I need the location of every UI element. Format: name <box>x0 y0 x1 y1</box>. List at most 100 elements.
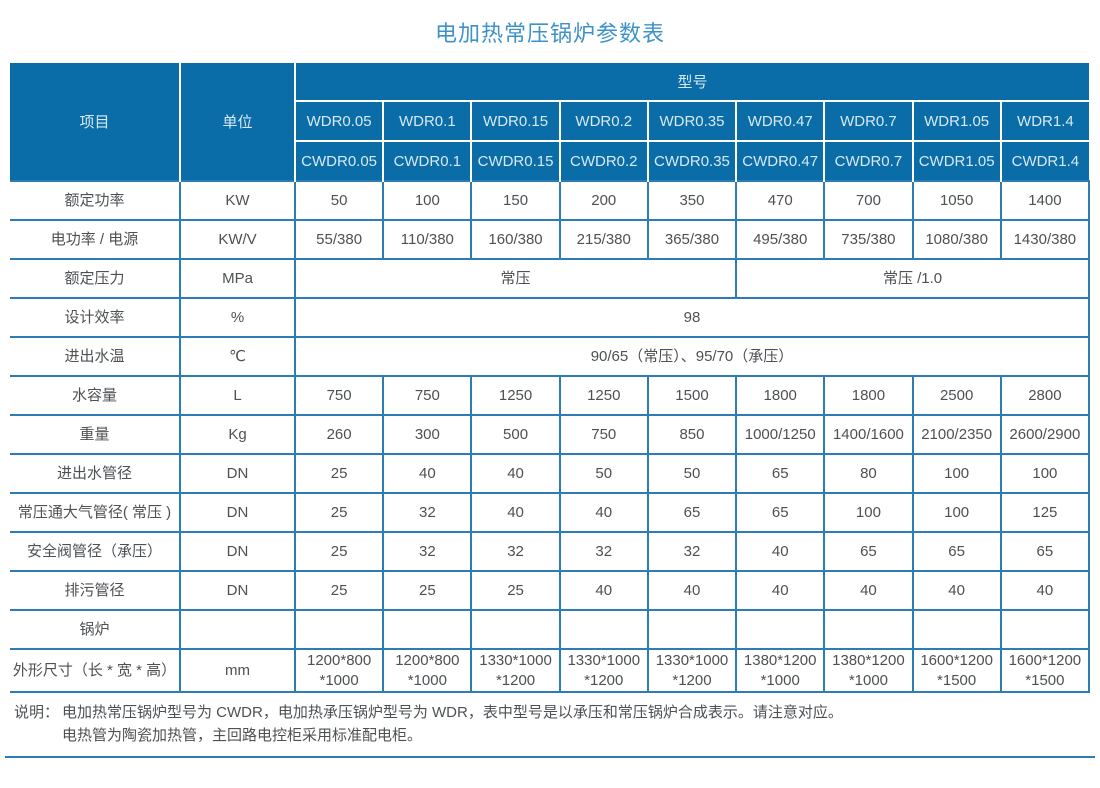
value-cell: 350 <box>646 180 738 221</box>
value-cell: 750 <box>558 414 649 455</box>
row-label: 安全阀管径（承压） <box>10 531 181 572</box>
value-cell: 25 <box>293 492 385 533</box>
value-cell <box>823 609 914 650</box>
model-header: WDR0.35 <box>646 100 738 142</box>
row-label: 重量 <box>10 414 181 455</box>
row-unit: KW <box>179 180 296 221</box>
value-cell: 1000/1250 <box>735 414 826 455</box>
value-cell: 50 <box>293 180 385 221</box>
row-label: 额定压力 <box>10 258 181 299</box>
value-cell: 2800 <box>999 375 1091 416</box>
value-cell: 100 <box>911 492 1002 533</box>
value-cell: 300 <box>382 414 473 455</box>
value-cell: 25 <box>293 570 385 611</box>
value-cell: 32 <box>646 531 738 572</box>
model-header: CWDR0.7 <box>823 140 914 181</box>
table-row: 安全阀管径（承压） DN 25 32 32 32 32 40 65 65 65 <box>10 531 1091 572</box>
row-label: 设计效率 <box>10 297 181 338</box>
note-line-1: 电加热常压锅炉型号为 CWDR，电加热承压锅炉型号为 WDR，表中型号是以承压和… <box>62 704 843 721</box>
value-cell: 125 <box>999 492 1091 533</box>
value-cell: 470 <box>735 180 826 221</box>
value-cell: 65 <box>735 492 826 533</box>
model-header: CWDR1.05 <box>911 140 1002 181</box>
unit-column-header: 单位 <box>179 63 296 181</box>
model-header: WDR0.05 <box>295 100 385 142</box>
boiler-params-table: 项目 单位 型号 WDR0.05 WDR0.1 WDR0.15 WDR0.2 WDR0.35 W… <box>10 63 1091 693</box>
table-row: 排污管径 DN 25 25 25 40 40 40 40 40 40 <box>10 570 1091 611</box>
value-cell: 90/65（常压）、95/70（承压） <box>294 336 1090 377</box>
model-header: WDR0.15 <box>470 100 561 142</box>
value-cell: 1600*1200 *1500 <box>999 648 1091 693</box>
value-cell: 40 <box>999 570 1091 611</box>
value-cell: 2100/2350 <box>911 414 1002 455</box>
value-cell: 80 <box>823 453 914 494</box>
value-cell: 65 <box>911 531 1002 572</box>
value-cell: 1430/380 <box>999 219 1091 260</box>
note-section: 说明： 电加热常压锅炉型号为 CWDR，电加热承压锅炉型号为 WDR，表中型号是… <box>14 702 1090 747</box>
row-unit <box>179 609 296 650</box>
table-row: 常压通大气管径( 常压 ) DN 25 32 40 40 65 65 100 100 125 <box>10 492 1091 533</box>
row-label: 外形尺寸（长 * 宽 * 高） <box>10 648 181 693</box>
value-cell <box>999 609 1091 650</box>
value-cell: 1500 <box>646 375 738 416</box>
value-cell: 40 <box>470 453 561 494</box>
value-cell: 50 <box>646 453 738 494</box>
value-cell: 25 <box>382 570 473 611</box>
row-label: 常压通大气管径( 常压 ) <box>10 492 181 533</box>
value-cell: 215/380 <box>558 219 649 260</box>
value-cell: 1080/380 <box>911 219 1002 260</box>
table-row: 进出水管径 DN 25 40 40 50 50 65 80 100 100 <box>10 453 1091 494</box>
value-cell: 1250 <box>558 375 649 416</box>
model-header: CWDR0.05 <box>295 140 385 181</box>
table-row: 水容量 L 750 750 1250 1250 1500 1800 1800 2500 2800 <box>10 375 1091 416</box>
model-header: CWDR0.15 <box>470 140 561 181</box>
page-title: 电加热常压锅炉参数表 <box>434 21 665 46</box>
row-unit: ℃ <box>179 336 296 377</box>
value-cell: 40 <box>646 570 738 611</box>
value-cell: 100 <box>999 453 1091 494</box>
value-cell: 40 <box>735 570 826 611</box>
note-lines: 电加热常压锅炉型号为 CWDR，电加热承压锅炉型号为 WDR，表中型号是以承压和… <box>62 702 1090 747</box>
value-cell: 1400/1600 <box>823 414 914 455</box>
table-row: 额定压力 MPa 常压 常压 /1.0 <box>10 258 1090 299</box>
value-cell: 1400 <box>999 180 1091 221</box>
value-cell: 2500 <box>911 375 1002 416</box>
item-column-header: 项目 <box>10 63 181 181</box>
value-cell: 2600/2900 <box>999 414 1091 455</box>
value-cell: 1050 <box>911 180 1002 221</box>
model-header: WDR0.2 <box>558 100 649 142</box>
value-cell: 65 <box>646 492 738 533</box>
row-unit: mm <box>179 648 296 693</box>
value-cell: 150 <box>470 180 561 221</box>
value-cell: 735/380 <box>823 219 914 260</box>
value-cell: 40 <box>470 492 561 533</box>
row-unit: DN <box>179 570 296 611</box>
value-cell: 40 <box>382 453 473 494</box>
value-cell: 40 <box>735 531 826 572</box>
table-row: 额定功率 KW 50 100 150 200 350 470 700 1050 1400 <box>10 180 1091 221</box>
value-cell: 常压 /1.0 <box>735 258 1090 299</box>
value-cell: 100 <box>911 453 1002 494</box>
note-label: 说明： <box>14 704 60 721</box>
value-cell <box>470 609 561 650</box>
row-unit: MPa <box>179 258 296 299</box>
value-cell: 1800 <box>823 375 914 416</box>
value-cell: 750 <box>382 375 473 416</box>
model-group-header: 型号 <box>294 63 1089 102</box>
table-row: 锅炉 <box>10 609 1091 650</box>
value-cell: 1250 <box>470 375 561 416</box>
value-cell: 1800 <box>735 375 826 416</box>
value-cell: 65 <box>735 453 826 494</box>
model-header: WDR0.7 <box>823 100 914 142</box>
value-cell: 25 <box>293 453 385 494</box>
value-cell: 32 <box>382 531 473 572</box>
value-cell: 1200*800 *1000 <box>293 648 385 693</box>
value-cell <box>911 609 1002 650</box>
value-cell: 50 <box>558 453 649 494</box>
value-cell: 160/380 <box>470 219 561 260</box>
value-cell: 1330*1000 *1200 <box>470 648 561 693</box>
row-label: 进出水温 <box>10 336 181 377</box>
value-cell: 32 <box>470 531 561 572</box>
value-cell: 40 <box>823 570 914 611</box>
